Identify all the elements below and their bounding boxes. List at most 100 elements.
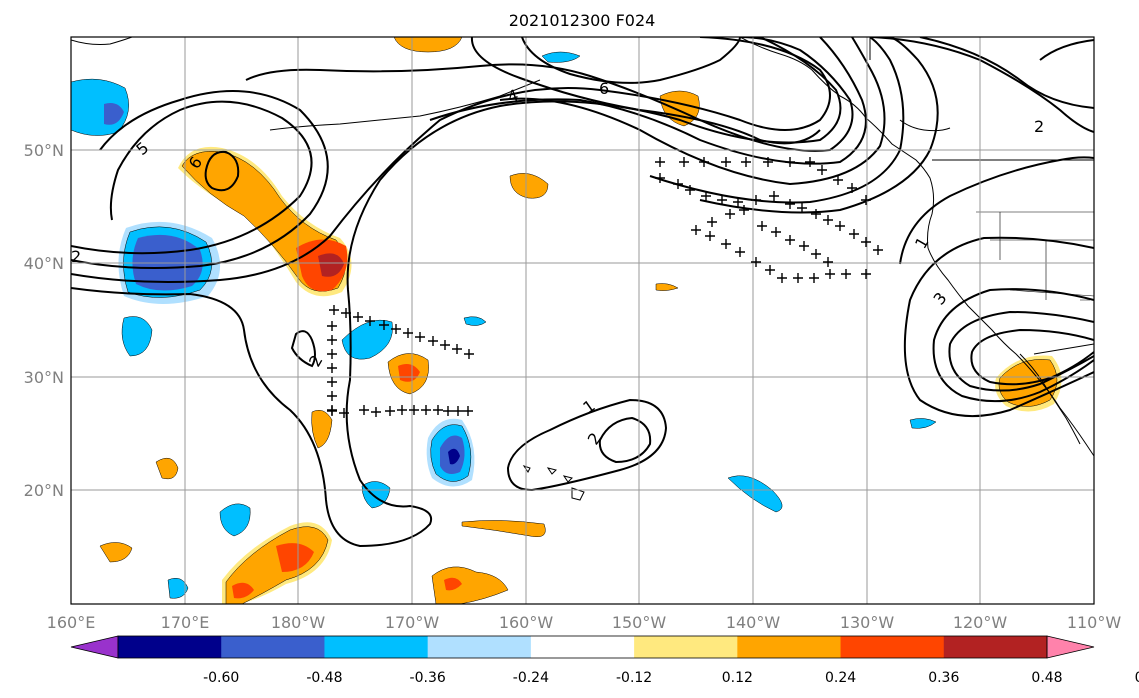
- plus-marker: [823, 215, 833, 225]
- lon-label: 180°W: [271, 613, 326, 632]
- colorbar-tick-label: -0.60: [203, 670, 239, 686]
- plus-marker: [385, 406, 395, 416]
- cool-region: [448, 448, 460, 465]
- plus-marker: [841, 269, 851, 279]
- plus-marker: [327, 335, 337, 345]
- plus-marker: [793, 273, 803, 283]
- map-title: 2021012300 F024: [509, 11, 656, 30]
- plus-marker: [327, 391, 337, 401]
- plus-marker: [655, 173, 665, 183]
- colorbar-tick-label: 0.24: [825, 670, 856, 686]
- plus-marker: [679, 157, 689, 167]
- coastline-baja: [1019, 353, 1081, 445]
- plus-marker: [699, 157, 709, 167]
- contour-line: [899, 156, 1094, 265]
- contour-line: [1039, 39, 1094, 61]
- plus-marker: [823, 257, 833, 267]
- coastline-chukotka: [71, 37, 133, 45]
- latitude-labels: 50°N 40°N 30°N 20°N: [24, 141, 64, 500]
- plus-marker: [428, 336, 438, 346]
- contour-line: [871, 37, 1094, 133]
- plus-marker: [327, 406, 337, 416]
- plus-marker: [861, 237, 871, 247]
- plus-marker: [861, 269, 871, 279]
- colorbar-segment: [737, 636, 842, 658]
- plus-marker: [443, 406, 453, 416]
- colorbar-extend-low: [70, 635, 119, 659]
- plus-marker: [341, 308, 351, 318]
- colorbar-segment: [221, 636, 325, 658]
- plus-marker: [453, 406, 463, 416]
- lon-label: 170°E: [161, 613, 210, 632]
- plus-marker: [673, 179, 683, 189]
- plus-marker: [785, 199, 795, 209]
- cool-region: [463, 316, 487, 326]
- warm-region: [461, 520, 546, 537]
- plus-marker: [799, 241, 809, 251]
- warm-region: [431, 566, 509, 604]
- plus-marker: [327, 363, 337, 373]
- warm-region: [393, 37, 463, 53]
- colorbar-segment: [324, 636, 429, 658]
- plus-marker: [861, 195, 871, 205]
- lon-label: 170°W: [385, 613, 440, 632]
- gridlines: [71, 37, 1094, 604]
- colorbar-segments: [70, 635, 1095, 659]
- colorbar-tick-label: 0.36: [928, 670, 959, 686]
- plus-marker: [777, 273, 787, 283]
- cool-region: [727, 475, 783, 513]
- plus-marker: [739, 205, 749, 215]
- colorbar-extend-high: [1046, 635, 1095, 659]
- colorbar-tick-label: -0.36: [410, 670, 446, 686]
- colorbar-tick-label: -0.48: [306, 670, 342, 686]
- plus-marker: [329, 305, 339, 315]
- warm-region: [444, 577, 462, 591]
- plus-marker: [452, 344, 462, 354]
- plus-marker: [797, 203, 807, 213]
- island: [571, 487, 585, 501]
- plus-marker: [409, 405, 419, 415]
- plus-marker: [327, 321, 337, 331]
- warm-region: [276, 543, 314, 572]
- hawaii-islands: [522, 465, 585, 501]
- warm-region: [311, 410, 333, 449]
- plus-marker: [339, 408, 349, 418]
- plus-marker: [835, 221, 845, 231]
- island: [562, 475, 573, 483]
- contour-line: [470, 37, 821, 145]
- coastline-aleutians: [269, 79, 541, 131]
- plus-marker: [811, 209, 821, 219]
- significance-markers: [327, 157, 883, 418]
- coastline-bc: [899, 119, 951, 132]
- plus-marker: [691, 225, 701, 235]
- contour-line: [71, 37, 842, 548]
- plus-marker: [464, 349, 474, 359]
- plus-marker: [769, 191, 779, 201]
- warm-region: [318, 253, 344, 277]
- plus-marker: [359, 405, 369, 415]
- cool-region: [104, 103, 124, 125]
- plus-marker: [785, 157, 795, 167]
- colorbar-tick-label: 0.48: [1031, 670, 1062, 686]
- lon-label: 160°W: [499, 613, 554, 632]
- plus-marker: [833, 175, 843, 185]
- plus-marker: [463, 406, 473, 416]
- contour-line: [521, 37, 741, 84]
- plus-marker: [705, 231, 715, 241]
- cool-region: [219, 503, 251, 537]
- warm-region: [232, 582, 254, 599]
- colorbar-ticks: -0.60 -0.48 -0.36 -0.24 -0.12 0.12 0.24 0.36 0.4…: [203, 670, 1139, 686]
- coastline-alaska: [739, 37, 1094, 457]
- contour-line: [204, 150, 240, 192]
- colorbar-segment: [840, 636, 945, 658]
- contour-line: [932, 288, 1094, 403]
- plus-marker: [765, 265, 775, 275]
- plus-marker: [873, 245, 883, 255]
- contour-label: 2: [71, 247, 81, 266]
- contour-label: 2: [1034, 117, 1044, 136]
- border-state: [976, 211, 1094, 301]
- colorbar: -0.60 -0.48 -0.36 -0.24 -0.12 0.12 0.24 0.36 0.4…: [70, 635, 1139, 686]
- plus-marker: [741, 157, 751, 167]
